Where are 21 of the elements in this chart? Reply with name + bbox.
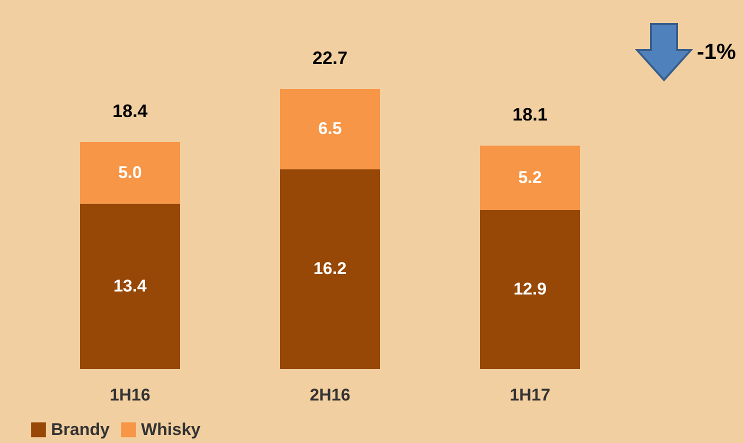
data-label: 6.5 — [318, 119, 342, 138]
data-label: 5.0 — [118, 162, 142, 182]
data-label: 12.9 — [513, 279, 547, 298]
x-tick-label: 1H17 — [510, 386, 550, 404]
bar — [80, 204, 180, 369]
data-label: 5.2 — [518, 168, 542, 187]
bar — [280, 89, 380, 170]
bar — [280, 169, 380, 369]
legend-label: Brandy — [51, 420, 110, 439]
total-label: 18.4 — [112, 101, 148, 122]
bar — [480, 146, 580, 210]
data-label: 16.2 — [313, 259, 347, 278]
x-tick-label: 2H16 — [310, 386, 350, 404]
text: -1% — [696, 39, 736, 65]
x-tick-label: 1H16 — [110, 386, 150, 404]
bar — [80, 142, 180, 204]
total-label: 18.1 — [512, 104, 548, 125]
total-label: 22.7 — [312, 48, 348, 68]
legend-label: Whisky — [141, 420, 202, 439]
bar — [480, 210, 580, 369]
data-label: 13.4 — [113, 276, 148, 296]
